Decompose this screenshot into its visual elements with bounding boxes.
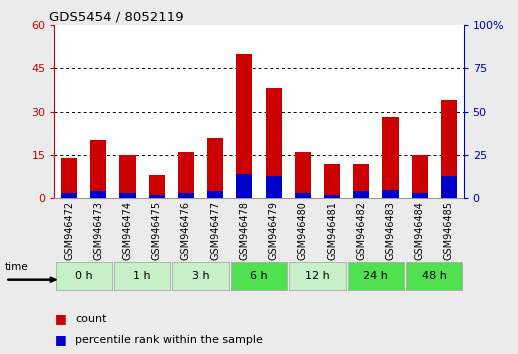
Bar (207, 137, 223, 198)
Bar (61, 158, 77, 198)
Bar (412, 193, 428, 198)
Bar (324, 195, 340, 198)
Bar (90, 141, 106, 198)
Text: count: count (75, 314, 107, 324)
Bar (114, 262, 170, 290)
Bar (149, 195, 165, 198)
Bar (382, 117, 398, 198)
Text: 12 h: 12 h (305, 271, 330, 281)
Bar (441, 100, 457, 198)
Bar (353, 164, 369, 198)
Text: 3 h: 3 h (192, 271, 209, 281)
Bar (353, 191, 369, 198)
Bar (236, 174, 252, 198)
Bar (295, 193, 311, 198)
Bar (290, 262, 346, 290)
Bar (441, 176, 457, 198)
Bar (61, 193, 77, 198)
Bar (412, 155, 428, 198)
Bar (178, 193, 194, 198)
Text: 6 h: 6 h (250, 271, 268, 281)
Text: 1 h: 1 h (133, 271, 151, 281)
Text: percentile rank within the sample: percentile rank within the sample (75, 335, 263, 345)
Text: time: time (5, 262, 29, 272)
Bar (178, 152, 194, 198)
Bar (90, 191, 106, 198)
Bar (120, 193, 136, 198)
Bar (231, 262, 287, 290)
Bar (382, 190, 398, 198)
Text: GDS5454 / 8052119: GDS5454 / 8052119 (49, 11, 184, 24)
Text: 0 h: 0 h (75, 271, 92, 281)
Bar (324, 164, 340, 198)
Bar (55, 262, 112, 290)
Bar (295, 152, 311, 198)
Bar (207, 191, 223, 198)
Bar (120, 155, 136, 198)
Bar (172, 262, 228, 290)
Text: ■: ■ (54, 333, 66, 346)
Bar (266, 88, 282, 198)
Bar (236, 54, 252, 198)
Bar (348, 262, 404, 290)
Text: ■: ■ (54, 312, 66, 325)
Text: 24 h: 24 h (364, 271, 388, 281)
Bar (406, 262, 463, 290)
Text: 48 h: 48 h (422, 271, 447, 281)
Bar (266, 176, 282, 198)
Bar (149, 175, 165, 198)
